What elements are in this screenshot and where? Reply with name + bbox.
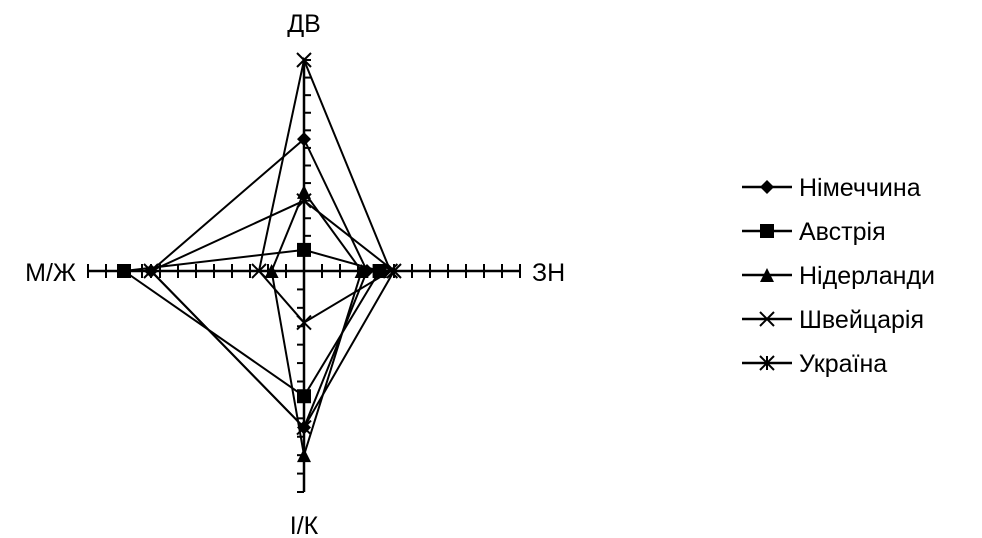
data-point-diamond: [297, 132, 311, 147]
radar-series: [117, 52, 402, 463]
data-point-star: [296, 192, 312, 209]
legend-marker-triangle: [760, 268, 774, 282]
axis-label-right: ЗН: [532, 259, 565, 287]
data-point-triangle: [264, 264, 279, 278]
data-point-x: [251, 263, 267, 279]
radar-axes: [87, 59, 521, 493]
axis-label-top: ДВ: [287, 10, 321, 38]
data-point-star: [386, 263, 402, 279]
series-line-1: [149, 137, 369, 430]
data-point-star: [296, 419, 312, 436]
legend-marker-x: [759, 311, 775, 327]
data-point-star: [143, 263, 159, 279]
data-point-x: [296, 314, 312, 331]
axis-label-bottom: І/К: [290, 512, 319, 538]
data-point-triangle: [297, 448, 311, 463]
legend-marker-square: [760, 224, 774, 238]
legend: Німеччина Австрія Нідерланди Швейцарія Украї…: [742, 174, 935, 378]
axis-labels: ДВ ЗН І/К М/Ж: [25, 10, 565, 538]
legend-label: Україна: [799, 350, 887, 378]
data-point-triangle: [297, 184, 311, 199]
legend-label: Нідерланди: [799, 262, 935, 290]
legend-label: Швейцарія: [799, 306, 924, 334]
data-point-x: [296, 52, 312, 68]
legend-marker-star: [759, 355, 775, 371]
data-point-square: [297, 242, 311, 257]
legend-marker-diamond: [760, 180, 774, 194]
axis-label-left: М/Ж: [25, 259, 76, 287]
data-point-triangle: [354, 264, 369, 278]
data-point-square: [117, 264, 131, 278]
data-point-square: [297, 389, 311, 404]
series-line-4: [257, 56, 392, 324]
legend-label: Німеччина: [799, 174, 921, 202]
data-point-x: [382, 263, 399, 279]
legend-label: Австрія: [799, 218, 886, 246]
